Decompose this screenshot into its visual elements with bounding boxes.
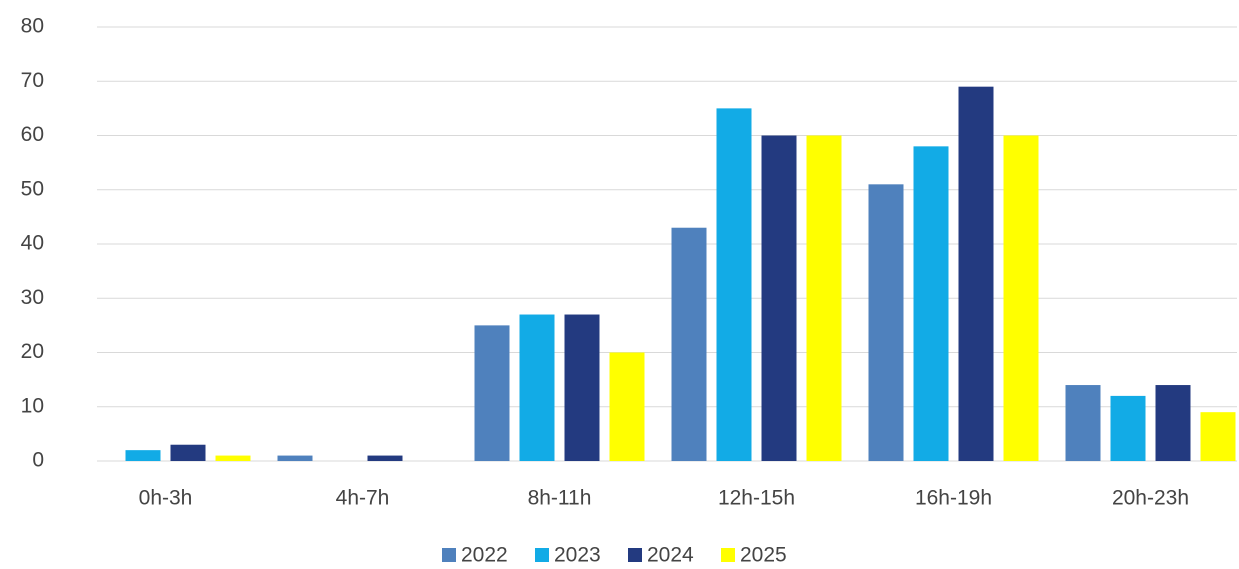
y-tick-label: 50: [21, 177, 44, 200]
y-tick-label: 30: [21, 286, 44, 309]
x-tick-label: 4h-7h: [336, 487, 390, 510]
x-tick-label: 16h-19h: [915, 487, 992, 510]
bar: [1155, 385, 1191, 461]
bar: [609, 352, 645, 461]
legend-label: 2023: [554, 544, 601, 567]
bar: [215, 455, 251, 461]
legend-swatch: [628, 548, 642, 562]
y-tick-label: 40: [21, 232, 44, 255]
bar: [913, 146, 949, 461]
bar: [761, 135, 797, 461]
x-tick-label: 12h-15h: [718, 487, 795, 510]
legend-label: 2024: [647, 544, 694, 567]
bar: [868, 184, 904, 461]
x-tick-label: 8h-11h: [528, 487, 592, 510]
legend-swatch: [721, 548, 735, 562]
bar: [806, 135, 842, 461]
legend-label: 2025: [740, 544, 787, 567]
bar: [1110, 395, 1146, 461]
y-tick-label: 70: [21, 69, 44, 92]
y-tick-label: 20: [21, 340, 44, 363]
x-tick-label: 20h-23h: [1112, 487, 1189, 510]
legend-label: 2022: [461, 544, 508, 567]
bar: [716, 108, 752, 461]
bar: [367, 455, 403, 461]
bar: [125, 450, 161, 461]
bar: [1200, 412, 1236, 461]
bar: [671, 227, 707, 461]
legend-swatch: [535, 548, 549, 562]
bar: [170, 444, 206, 461]
y-tick-label: 60: [21, 123, 44, 146]
bar: [1065, 385, 1101, 461]
x-tick-label: 0h-3h: [139, 487, 193, 510]
bar: [519, 314, 555, 461]
y-tick-label: 80: [21, 15, 44, 38]
bar: [958, 86, 994, 462]
bar: [564, 314, 600, 461]
bar: [1003, 135, 1039, 461]
bar: [474, 325, 510, 461]
y-tick-label: 0: [32, 449, 44, 472]
y-tick-label: 10: [21, 394, 44, 417]
bar: [277, 455, 313, 461]
legend-swatch: [442, 548, 456, 562]
